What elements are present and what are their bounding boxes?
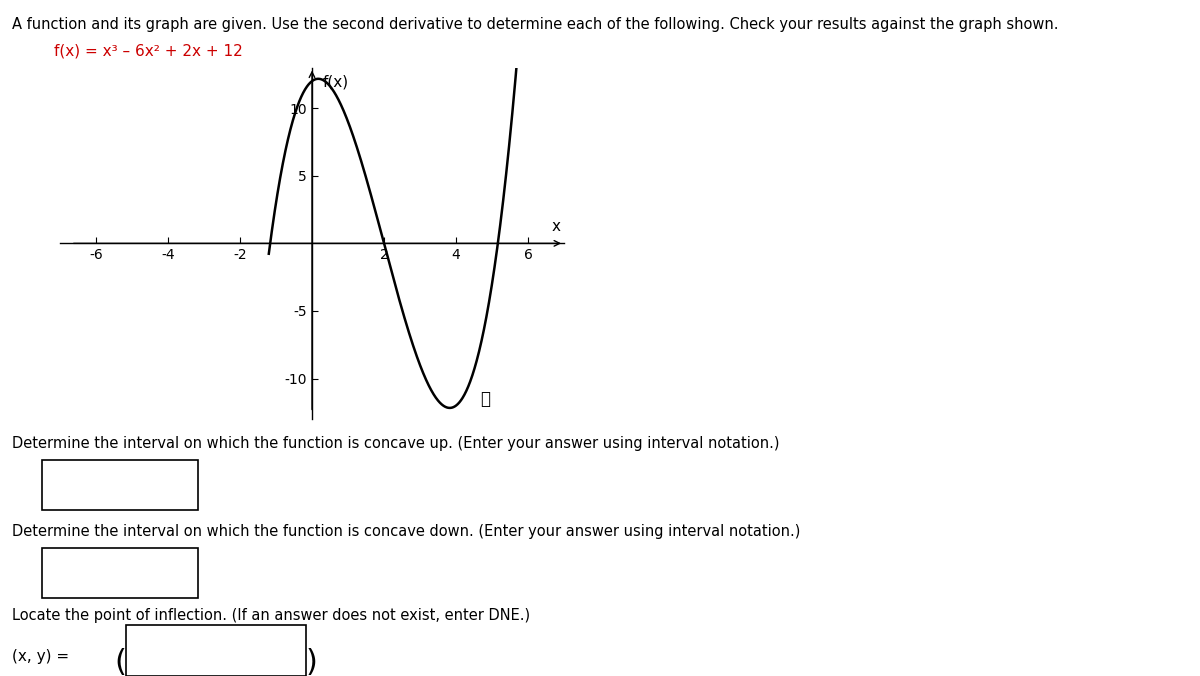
Text: ⓘ: ⓘ	[480, 390, 490, 408]
Text: f(x): f(x)	[323, 74, 349, 89]
Text: x: x	[552, 219, 560, 234]
Text: A function and its graph are given. Use the second derivative to determine each : A function and its graph are given. Use …	[12, 17, 1058, 32]
Text: Determine the interval on which the function is concave up. (Enter your answer u: Determine the interval on which the func…	[12, 436, 780, 451]
Text: ): )	[306, 648, 318, 676]
Text: Determine the interval on which the function is concave down. (Enter your answer: Determine the interval on which the func…	[12, 524, 800, 539]
Text: (x, y) =: (x, y) =	[12, 649, 70, 664]
Text: f(x) = x³ – 6x² + 2x + 12: f(x) = x³ – 6x² + 2x + 12	[54, 44, 242, 59]
Text: Locate the point of inflection. (If an answer does not exist, enter DNE.): Locate the point of inflection. (If an a…	[12, 608, 530, 623]
FancyBboxPatch shape	[126, 625, 306, 676]
FancyBboxPatch shape	[42, 548, 198, 598]
FancyBboxPatch shape	[42, 460, 198, 510]
Text: (: (	[114, 648, 126, 676]
